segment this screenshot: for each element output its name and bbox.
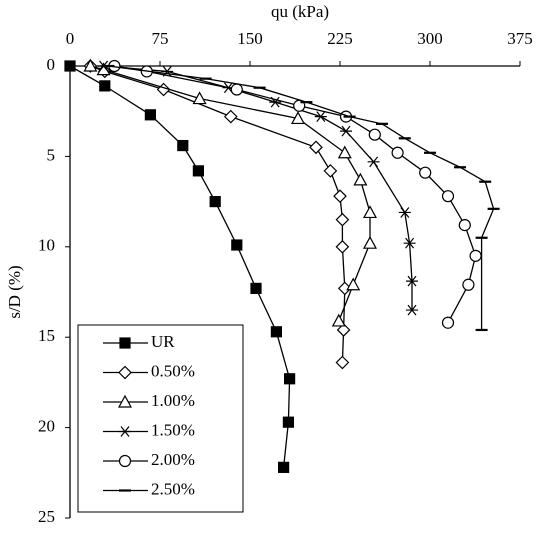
marker: [99, 80, 111, 92]
y-axis-label: s/D (%): [5, 265, 24, 318]
series-line: [69, 65, 291, 468]
marker: [462, 278, 475, 291]
marker: [230, 83, 243, 96]
series-line: [103, 65, 413, 311]
marker: [353, 172, 368, 186]
y-tick-label: 15: [38, 326, 55, 345]
marker: [223, 109, 238, 124]
marker: [403, 237, 416, 249]
x-tick-label: 0: [66, 29, 75, 48]
marker: [367, 156, 380, 168]
legend-label: 1.00%: [151, 391, 195, 410]
marker: [336, 323, 351, 337]
marker: [314, 111, 327, 122]
marker: [231, 239, 243, 251]
x-tick-label: 75: [152, 29, 169, 48]
marker: [177, 139, 189, 152]
marker: [368, 128, 381, 141]
legend-marker: [118, 365, 132, 380]
marker: [278, 461, 290, 473]
marker: [469, 249, 482, 262]
legend-label: 2.50%: [151, 479, 195, 498]
y-tick-label: 5: [47, 145, 56, 164]
marker: [441, 316, 455, 329]
marker: [83, 58, 98, 72]
legend-box: [77, 324, 244, 513]
marker: [192, 165, 204, 177]
series-line: [90, 65, 371, 322]
marker: [419, 166, 432, 179]
marker: [335, 239, 350, 254]
y-tick-label: 20: [38, 417, 55, 436]
x-tick-label: 225: [327, 29, 353, 48]
marker: [441, 190, 455, 203]
marker: [282, 416, 294, 428]
marker: [335, 355, 350, 370]
series-line: [90, 65, 346, 363]
marker: [362, 205, 378, 219]
marker: [340, 125, 352, 137]
x-axis-label: qu (kPa): [271, 2, 329, 21]
y-tick-label: 25: [38, 507, 55, 526]
marker: [290, 111, 306, 125]
marker: [398, 207, 411, 218]
x-tick-label: 375: [507, 29, 533, 48]
x-tick-label: 300: [417, 29, 443, 48]
y-tick-label: 10: [38, 236, 55, 255]
marker: [270, 326, 282, 338]
marker: [333, 189, 347, 204]
marker: [337, 145, 352, 159]
marker: [323, 164, 338, 178]
marker: [192, 91, 207, 105]
marker: [144, 109, 156, 121]
marker: [346, 277, 361, 291]
legend-label: 1.50%: [151, 420, 195, 439]
x-tick-label: 150: [237, 29, 263, 48]
marker: [64, 60, 76, 72]
marker: [309, 140, 323, 155]
legend-label: UR: [151, 332, 175, 351]
legend-marker: [119, 337, 131, 349]
legend-label: 2.00%: [151, 450, 195, 469]
marker: [209, 196, 221, 208]
marker: [391, 146, 404, 159]
marker: [406, 275, 418, 287]
marker: [331, 313, 346, 327]
marker: [250, 282, 262, 294]
marker: [458, 219, 471, 232]
marker: [284, 373, 296, 385]
legend-marker: [119, 426, 131, 437]
marker: [406, 304, 418, 316]
y-tick-label: 0: [47, 55, 56, 74]
legend-label: 0.50%: [151, 361, 195, 380]
marker: [362, 235, 378, 249]
legend-marker: [118, 454, 132, 468]
legend-marker: [117, 394, 133, 408]
marker: [335, 212, 350, 227]
